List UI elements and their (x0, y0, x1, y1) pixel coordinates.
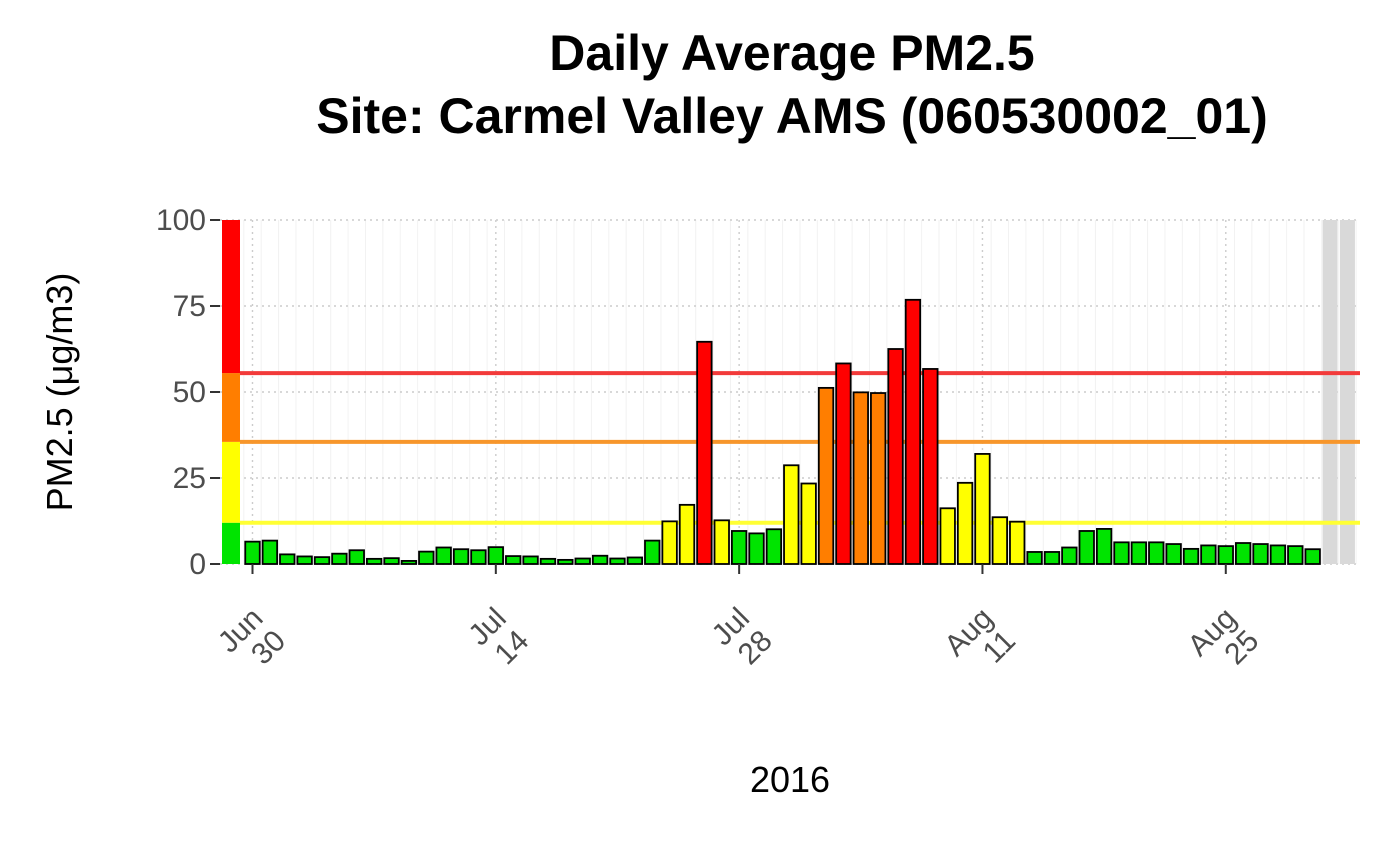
bar (696, 340, 713, 565)
bar (348, 549, 365, 565)
bar (505, 555, 522, 565)
bar (557, 558, 574, 565)
bar (1043, 551, 1061, 565)
bar (748, 532, 765, 565)
chart-subtitle: Site: Carmel Valley AMS (060530002_01) (316, 88, 1268, 144)
bar (678, 503, 696, 565)
bar (974, 453, 991, 565)
bar (1304, 548, 1321, 565)
bar (626, 556, 644, 565)
bar (279, 553, 296, 565)
bar (522, 555, 539, 565)
bar (383, 557, 400, 565)
bar (1009, 520, 1026, 565)
bar (1113, 541, 1130, 565)
y-axis-title: PM2.5 (μg/m3) (39, 273, 80, 512)
bar (870, 392, 887, 565)
bar (313, 556, 331, 565)
y-axis: 0 25 50 75 100 (156, 204, 220, 581)
bar (1095, 528, 1113, 565)
bar (435, 546, 452, 565)
y-tick-label: 100 (156, 204, 206, 237)
bar (1165, 543, 1182, 565)
bar (783, 464, 800, 565)
threshold-lines (240, 371, 1360, 525)
aqi-level-band (222, 373, 240, 442)
bar (574, 557, 591, 565)
bar (400, 560, 418, 565)
grid-layer (220, 219, 1358, 565)
bar (835, 362, 852, 565)
bar (1130, 541, 1148, 565)
missing-data-layer (1322, 220, 1355, 564)
bar (1078, 530, 1095, 565)
bar (261, 539, 279, 565)
bar (609, 557, 626, 565)
bar (991, 516, 1008, 565)
bar (1269, 544, 1287, 565)
bar (1148, 541, 1165, 565)
bar (1182, 547, 1200, 565)
bar (956, 481, 974, 565)
bar (661, 520, 678, 565)
bar (452, 548, 470, 565)
bar (418, 550, 435, 565)
bar (939, 507, 956, 565)
bar (539, 557, 557, 565)
bar (1200, 544, 1217, 565)
bar (904, 298, 922, 565)
bar (1061, 546, 1078, 565)
missing-data-band (1322, 220, 1338, 564)
bar (887, 348, 904, 565)
chart-title-group: Daily Average PM2.5 Site: Carmel Valley … (316, 25, 1268, 144)
bar (331, 552, 348, 565)
bar (1287, 545, 1304, 565)
chart-title: Daily Average PM2.5 (549, 25, 1034, 81)
y-tick-label: 25 (173, 462, 206, 495)
x-axis-title: 2016 (750, 759, 830, 800)
bar (470, 549, 487, 565)
aqi-scale-bar (222, 220, 240, 564)
bar (1026, 551, 1043, 565)
bar (800, 482, 817, 565)
y-tick-label: 0 (189, 548, 206, 581)
bar (730, 530, 748, 565)
bar (296, 555, 313, 565)
aqi-level-band (222, 220, 240, 374)
bar (591, 554, 609, 565)
y-tick-label: 50 (173, 376, 206, 409)
bar (366, 557, 383, 565)
bar (1217, 545, 1234, 565)
bar (713, 519, 730, 565)
bar (817, 386, 835, 565)
aqi-level-band (222, 441, 240, 523)
bar (922, 368, 939, 565)
bar (487, 546, 504, 565)
bar (644, 539, 661, 565)
bar (765, 528, 783, 565)
bar (852, 391, 869, 565)
y-tick-label: 75 (173, 290, 206, 323)
aqi-level-band (222, 522, 240, 564)
bars-layer (244, 298, 1321, 565)
bar (1235, 542, 1252, 565)
bar (244, 540, 261, 565)
missing-data-band (1339, 220, 1355, 564)
bar (1252, 543, 1269, 565)
